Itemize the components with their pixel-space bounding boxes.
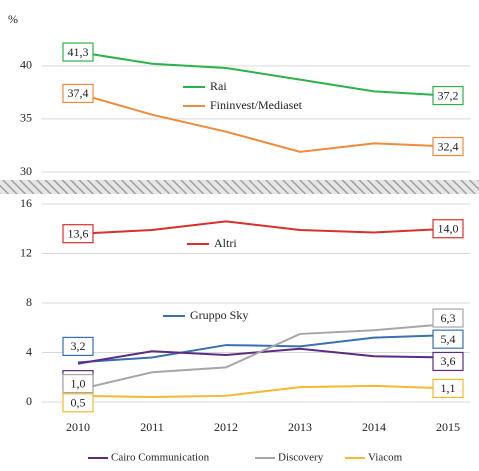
legend-label: Cairo Communication bbox=[111, 452, 210, 464]
value-label: 32,4 bbox=[438, 139, 459, 153]
value-label: 6,3 bbox=[441, 311, 456, 325]
legend-label: Fininvest/Mediaset bbox=[210, 98, 303, 112]
x-tick-label: 2011 bbox=[140, 420, 164, 434]
value-label: 14,0 bbox=[438, 222, 459, 236]
x-tick-label: 2014 bbox=[362, 420, 386, 434]
value-label-box bbox=[432, 219, 464, 239]
x-tick-label: 2012 bbox=[214, 420, 238, 434]
series-line bbox=[77, 347, 449, 365]
legend-label: Discovery bbox=[278, 452, 324, 464]
series-line bbox=[77, 323, 449, 391]
value-label: 3,6 bbox=[441, 354, 456, 368]
value-label-box bbox=[62, 83, 94, 104]
value-label: 0,5 bbox=[71, 396, 86, 410]
value-label-box bbox=[62, 336, 94, 356]
value-label: 1,0 bbox=[71, 376, 86, 390]
legend-label: Altri bbox=[214, 236, 237, 250]
y-tick-label: 4 bbox=[26, 344, 32, 358]
y-tick-label: 8 bbox=[26, 295, 32, 309]
value-label: 3,2 bbox=[71, 339, 86, 353]
value-label-box bbox=[62, 393, 94, 413]
y-tick-label: 35 bbox=[20, 111, 32, 125]
x-tick-label: 2013 bbox=[288, 420, 312, 434]
value-label-box bbox=[432, 85, 464, 106]
series-line bbox=[77, 92, 449, 153]
legend-label: Rai bbox=[210, 79, 227, 93]
value-label-box bbox=[62, 374, 94, 394]
x-tick-label: 2015 bbox=[436, 420, 460, 434]
value-label: 41,3 bbox=[68, 45, 89, 59]
y-tick-label: 16 bbox=[20, 196, 32, 210]
legend-label: Viacom bbox=[368, 452, 403, 464]
legend-label: Gruppo Sky bbox=[190, 308, 248, 322]
value-label: 13,6 bbox=[68, 226, 89, 240]
value-label-box bbox=[62, 224, 94, 244]
value-label: 5,4 bbox=[441, 332, 456, 346]
axis-break bbox=[0, 180, 479, 194]
y-axis-label: % bbox=[8, 12, 18, 26]
value-label-box bbox=[432, 351, 464, 372]
value-label-box bbox=[62, 42, 94, 62]
y-tick-label: 30 bbox=[20, 164, 32, 178]
value-label: 37,4 bbox=[68, 86, 89, 100]
value-label-box bbox=[432, 136, 464, 157]
value-label-box bbox=[432, 308, 464, 328]
value-label: 1,1 bbox=[441, 381, 456, 395]
series-line bbox=[77, 220, 449, 235]
series-line bbox=[77, 384, 449, 399]
series-line bbox=[77, 334, 449, 364]
value-label-box bbox=[432, 378, 464, 398]
value-label-box bbox=[432, 329, 464, 349]
series-line bbox=[77, 51, 449, 97]
x-tick-label: 2010 bbox=[66, 420, 90, 434]
y-tick-label: 0 bbox=[26, 394, 32, 408]
y-tick-label: 12 bbox=[20, 245, 32, 259]
value-label: 37,2 bbox=[438, 88, 459, 102]
y-tick-label: 40 bbox=[20, 58, 32, 72]
